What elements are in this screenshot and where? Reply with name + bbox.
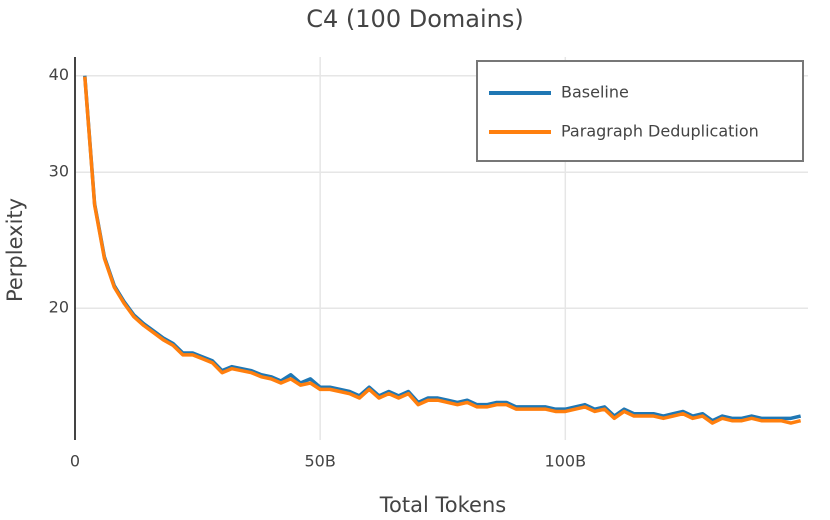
x-axis-label: Total Tokens <box>379 493 506 517</box>
chart-title: C4 (100 Domains) <box>306 5 523 33</box>
y-axis-label: Perplexity <box>3 198 27 302</box>
legend: Baseline Paragraph Deduplication <box>476 60 804 162</box>
x-tick-label: 100B <box>545 452 587 471</box>
y-tick-label: 40 <box>49 65 69 84</box>
y-tick-label: 20 <box>49 298 69 317</box>
legend-label: Baseline <box>561 83 629 102</box>
legend-label: Paragraph Deduplication <box>561 122 759 141</box>
y-tick-label: 30 <box>49 162 69 181</box>
line-series <box>83 76 802 425</box>
x-tick-label: 0 <box>70 452 80 471</box>
line-series <box>83 75 802 423</box>
x-tick-label: 50B <box>304 452 335 471</box>
legend-box <box>476 60 804 162</box>
